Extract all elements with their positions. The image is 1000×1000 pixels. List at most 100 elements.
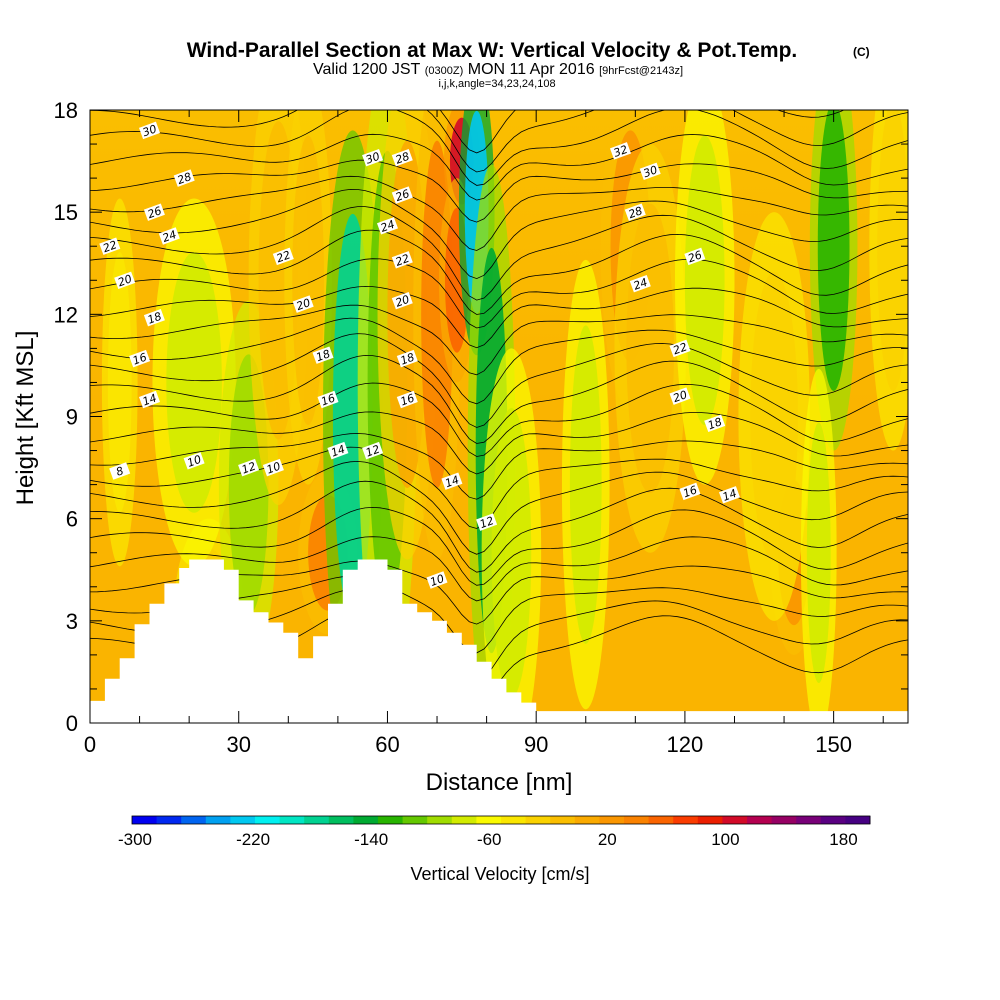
theta-contour — [90, 175, 908, 251]
contour-label-bg — [183, 452, 205, 470]
y-tick-label: 18 — [54, 98, 78, 123]
chart-subtitle-indices: i,j,k,angle=34,23,24,108 — [438, 78, 555, 90]
theta-contour — [439, 110, 845, 154]
colorbar-tick-label: -60 — [477, 830, 502, 849]
theta-contour — [90, 382, 908, 457]
colorbar-swatch — [550, 816, 576, 824]
contour-label-text: 18 — [146, 310, 164, 327]
colorbar-swatch — [451, 816, 477, 824]
contour-label: 26 — [684, 247, 706, 265]
contour-label-bg — [312, 346, 334, 364]
contour-label-text: 18 — [706, 415, 724, 432]
colorbar-swatch — [796, 816, 822, 824]
contour-label: 16 — [679, 482, 701, 501]
contour-label-text: 14 — [443, 473, 461, 490]
contour-label: 30 — [639, 162, 661, 180]
contour-label: 12 — [476, 513, 498, 531]
contour-label-text: 10 — [185, 453, 203, 470]
colorbar-swatch — [156, 816, 182, 824]
contour-label-text: 18 — [399, 351, 417, 368]
contour-label: 30 — [138, 121, 161, 139]
colorbar-swatch — [279, 816, 305, 824]
contour-label: 32 — [609, 142, 632, 160]
colorbar-tick-label: 20 — [598, 830, 617, 849]
contour-label-text: 22 — [394, 252, 412, 269]
contour-label-bg — [138, 390, 161, 409]
y-axis-title: Height [Kft MSL] — [12, 331, 39, 506]
y-axis: 0 3 6 9 12 15 18 — [54, 98, 908, 736]
theta-contour — [90, 460, 908, 555]
chart-title: Wind-Parallel Section at Max W: Vertical… — [187, 39, 798, 62]
contour-label-bg — [396, 349, 418, 368]
contour-label-text: 20 — [116, 272, 134, 289]
contour-label-bg — [109, 462, 131, 480]
colorbar-swatch — [402, 816, 428, 824]
colorbar-swatch — [476, 816, 502, 824]
contour-label: 14 — [718, 486, 741, 504]
contour-label: 16 — [396, 390, 418, 408]
contour-label: 12 — [362, 441, 384, 460]
colorbar-swatch — [599, 816, 625, 824]
contour-label-text: 12 — [478, 514, 496, 531]
contour-label-bg — [114, 271, 136, 290]
theta-contour — [90, 188, 908, 280]
colorbar-title: Vertical Velocity [cm/s] — [410, 864, 589, 884]
colorbar-swatch — [673, 816, 699, 824]
colorbar-swatch — [771, 816, 797, 824]
contour-label-bg — [624, 203, 646, 221]
colorbar-swatch — [722, 816, 748, 824]
contour-label-bg — [129, 349, 151, 368]
contour-label: 26 — [391, 186, 413, 204]
contour-label-bg — [426, 571, 448, 589]
contour-label-text: 20 — [671, 388, 689, 405]
contour-label: 16 — [129, 349, 151, 368]
w-cell — [817, 110, 850, 391]
contour-label: 24 — [629, 274, 651, 293]
colorbar-swatch — [353, 816, 379, 824]
contour-label-bg — [362, 148, 384, 167]
theta-contour — [90, 285, 908, 349]
contour-label-text: 24 — [161, 228, 179, 245]
contour-label: 18 — [143, 308, 165, 327]
contour-label: 24 — [376, 217, 399, 235]
x-axis-title: Distance [nm] — [426, 769, 573, 796]
contour-label-text: 14 — [329, 443, 347, 460]
contour-label-text: 8 — [114, 464, 125, 479]
contour-label: 20 — [669, 387, 691, 405]
contour-label-bg — [272, 247, 294, 266]
contour-label-bg — [679, 482, 701, 501]
theta-contour — [90, 258, 908, 329]
colorbar-swatch — [230, 816, 256, 824]
theta-contour — [90, 229, 908, 315]
contour-label-text: 14 — [141, 391, 159, 408]
contour-label-text: 30 — [141, 122, 159, 139]
x-tick-label: 60 — [375, 732, 399, 757]
contour-label-bg — [143, 203, 165, 221]
contour-label-bg — [317, 390, 339, 409]
y-tick-label: 3 — [66, 609, 78, 634]
x-tick-label: 120 — [667, 732, 704, 757]
contour-label-text: 28 — [176, 170, 194, 187]
contour-label-bg — [391, 251, 413, 269]
contour-label-text: 30 — [364, 150, 382, 167]
colorbar-swatch — [820, 816, 846, 824]
colorbar-swatch — [624, 816, 650, 824]
theta-contour — [90, 446, 908, 529]
colorbar-tick-label: -220 — [236, 830, 270, 849]
y-tick-label: 0 — [66, 711, 78, 736]
colorbar-tick-label: 100 — [711, 830, 739, 849]
contour-label-bg — [327, 441, 349, 460]
colorbar-swatch — [648, 816, 674, 824]
colorbar-frame — [131, 815, 871, 825]
contour-label-text: 24 — [379, 218, 397, 235]
colorbar-swatch — [501, 816, 527, 824]
colorbar-swatch — [574, 816, 600, 824]
contour-label-text: 32 — [612, 143, 630, 160]
contour-label-text: 24 — [632, 276, 650, 293]
theta-contour — [90, 206, 908, 301]
contour-label: 14 — [138, 390, 161, 409]
contour-label-text: 16 — [681, 483, 699, 500]
contour-label: 24 — [158, 227, 180, 245]
colorbar-swatch — [378, 816, 404, 824]
contour-label: 30 — [362, 148, 384, 167]
